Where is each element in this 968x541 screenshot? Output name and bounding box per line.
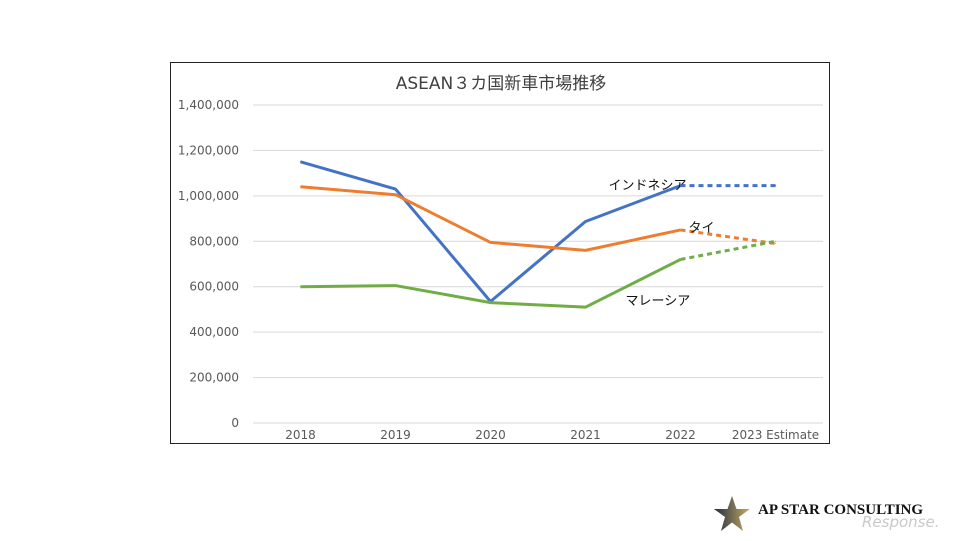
series-label: インドネシア <box>609 179 687 194</box>
star-icon <box>714 496 750 531</box>
data-point <box>585 249 586 251</box>
data-point <box>680 229 681 231</box>
logo-text: AP STAR CONSULTING <box>758 502 924 518</box>
data-point <box>775 243 776 245</box>
data-point <box>300 286 301 288</box>
data-point <box>680 185 681 187</box>
y-tick-label: 400,000 <box>189 325 239 339</box>
data-point <box>395 194 396 196</box>
data-point <box>300 186 301 188</box>
y-tick-label: 800,000 <box>189 234 239 248</box>
series-estimate-line-2 <box>680 239 776 261</box>
x-tick-label: 2023 Estimate <box>732 428 819 442</box>
data-point <box>395 188 396 190</box>
data-point <box>300 161 301 163</box>
series-label: マレーシア <box>626 294 691 309</box>
data-point <box>490 241 491 243</box>
series-label: タイ <box>689 221 715 236</box>
data-point <box>490 302 491 304</box>
chart-plot: ASEAN３カ国新車市場推移 0 200,000 400,000 600,000 800… <box>178 74 823 442</box>
y-tick-label: 200,000 <box>189 371 239 385</box>
data-point <box>395 285 396 287</box>
data-point <box>775 240 776 242</box>
data-point <box>585 221 586 223</box>
x-tick-label: 2019 <box>380 428 411 442</box>
y-tick-label: 1,400,000 <box>178 98 239 112</box>
company-logo: AP STAR CONSULTING <box>712 494 952 534</box>
y-tick-label: 1,200,000 <box>178 143 239 157</box>
y-tick-label: 1,000,000 <box>178 189 239 203</box>
chart-title: ASEAN３カ国新車市場推移 <box>396 74 607 94</box>
y-tick-label: 600,000 <box>189 280 239 294</box>
x-tick-label: 2021 <box>570 428 601 442</box>
data-point <box>680 258 681 260</box>
x-tick-label: 2020 <box>475 428 506 442</box>
y-tick-label: 0 <box>231 416 239 430</box>
x-tick-label: 2022 <box>665 428 696 442</box>
x-tick-label: 2018 <box>285 428 316 442</box>
series-estimate-line-1 <box>680 228 776 246</box>
watermark-text: Response. <box>862 513 940 531</box>
data-point <box>585 306 586 308</box>
chart-frame: ASEAN３カ国新車市場推移 0 200,000 400,000 600,000 800… <box>170 62 830 444</box>
data-point <box>775 185 776 187</box>
